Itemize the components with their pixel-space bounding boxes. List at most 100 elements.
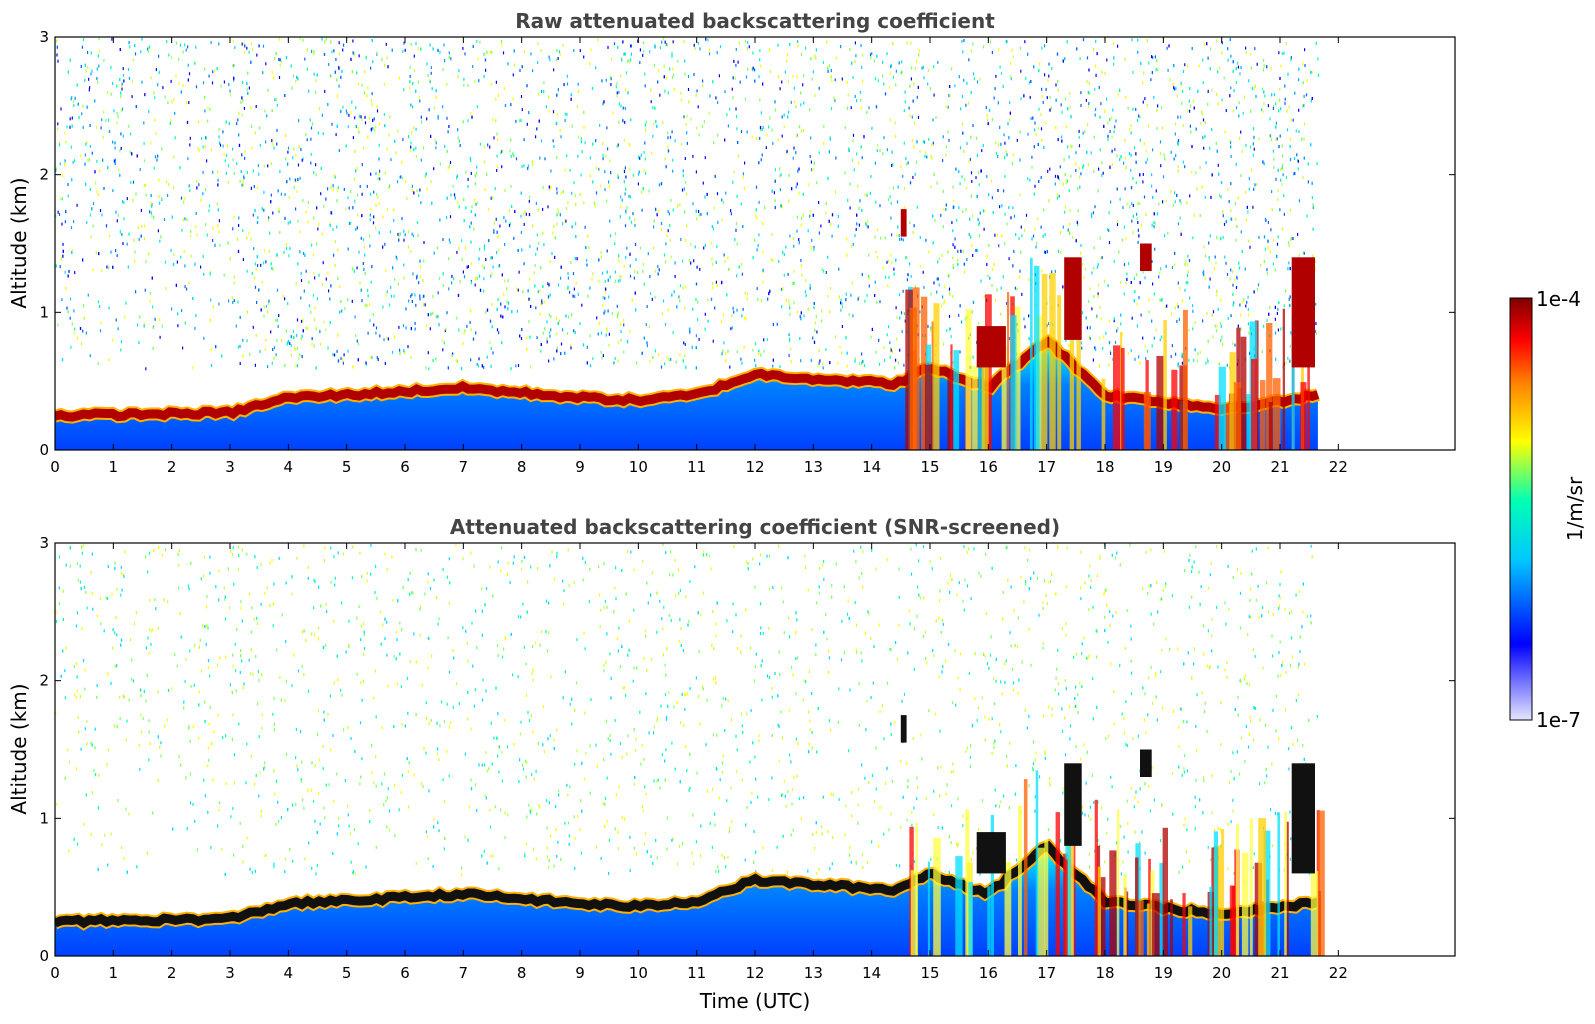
noise-pixel [1135, 160, 1137, 164]
noise-pixel [1031, 165, 1033, 169]
noise-pixel [802, 213, 804, 217]
noise-pixel [724, 138, 726, 142]
noise-pixel [373, 190, 375, 194]
noise-pixel [928, 250, 930, 254]
noise-pixel [1013, 249, 1015, 253]
noise-pixel [1008, 136, 1010, 140]
noise-pixel [738, 41, 740, 45]
noise-pixel [1043, 250, 1046, 254]
noise-pixel [841, 305, 843, 309]
noise-pixel [874, 280, 876, 284]
noise-pixel [1272, 149, 1274, 153]
noise-pixel [991, 117, 993, 121]
noise-pixel [1094, 347, 1097, 351]
noise-pixel [735, 48, 737, 51]
noise-pixel [443, 43, 445, 47]
noise-pixel [212, 70, 214, 74]
noise-pixel [838, 267, 840, 271]
noise-pixel [938, 257, 940, 261]
noise-pixel [539, 156, 541, 160]
noise-pixel [863, 364, 866, 368]
noise-pixel [148, 109, 150, 113]
noise-pixel [871, 126, 873, 130]
noise-pixel [148, 46, 150, 50]
noise-pixel [299, 250, 301, 254]
noise-pixel [57, 323, 59, 327]
noise-pixel [627, 91, 629, 95]
noise-pixel [1095, 73, 1097, 77]
noise-pixel [1127, 351, 1129, 355]
noise-pixel [470, 159, 472, 163]
noise-pixel [1057, 175, 1059, 178]
noise-pixel [233, 76, 235, 80]
noise-pixel [86, 141, 88, 144]
noise-pixel [1260, 263, 1262, 267]
noise-pixel [122, 73, 125, 77]
noise-pixel [686, 114, 688, 118]
noise-pixel [899, 316, 901, 320]
noise-pixel [795, 105, 797, 109]
noise-pixel [642, 187, 644, 191]
noise-pixel [613, 361, 615, 365]
noise-pixel [949, 85, 951, 88]
noise-pixel [376, 105, 378, 109]
noise-pixel [678, 295, 680, 299]
noise-pixel [1119, 197, 1121, 201]
noise-pixel [164, 95, 166, 99]
noise-pixel [108, 130, 111, 133]
noise-pixel [1232, 283, 1234, 287]
noise-pixel [941, 253, 943, 257]
noise-pixel [391, 48, 393, 52]
noise-pixel [88, 77, 90, 81]
noise-pixel [105, 119, 107, 122]
noise-pixel [959, 350, 961, 354]
noise-pixel [59, 265, 61, 269]
noise-pixel [89, 145, 91, 148]
noise-pixel [127, 265, 129, 269]
noise-pixel [613, 42, 616, 46]
noise-pixel [970, 194, 972, 198]
noise-pixel [188, 184, 190, 188]
noise-pixel [637, 182, 639, 186]
noise-pixel [614, 270, 616, 274]
noise-pixel [810, 209, 812, 213]
noise-pixel [409, 65, 411, 69]
noise-pixel [621, 198, 623, 202]
noise-pixel [997, 189, 999, 192]
noise-pixel [793, 281, 795, 285]
noise-pixel [1137, 38, 1139, 42]
noise-pixel [607, 309, 609, 313]
noise-pixel [818, 361, 820, 365]
noise-pixel [1290, 331, 1292, 335]
noise-pixel [334, 264, 336, 268]
noise-pixel [396, 257, 398, 261]
noise-pixel [431, 87, 433, 91]
noise-pixel [673, 87, 675, 91]
noise-pixel [768, 125, 770, 129]
noise-pixel [1145, 149, 1147, 153]
noise-pixel [456, 250, 458, 254]
noise-pixel [348, 222, 351, 225]
noise-pixel [116, 112, 118, 115]
noise-pixel [1176, 94, 1178, 98]
noise-pixel [1243, 298, 1245, 301]
noise-pixel [101, 269, 103, 272]
noise-pixel [900, 165, 902, 169]
noise-pixel [720, 320, 723, 324]
noise-pixel [74, 96, 76, 100]
noise-pixel [357, 126, 359, 130]
noise-pixel [1203, 245, 1205, 249]
noise-pixel [937, 260, 939, 264]
noise-pixel [68, 269, 70, 273]
noise-pixel [1261, 350, 1263, 354]
noise-pixel [347, 247, 349, 251]
noise-pixel [560, 265, 562, 269]
noise-pixel [322, 282, 324, 286]
noise-pixel [1187, 281, 1189, 285]
noise-pixel [1048, 199, 1050, 203]
noise-pixel [478, 274, 481, 278]
noise-pixel [162, 86, 164, 90]
noise-pixel [1216, 289, 1218, 293]
noise-pixel [131, 152, 133, 156]
noise-pixel [246, 310, 248, 314]
